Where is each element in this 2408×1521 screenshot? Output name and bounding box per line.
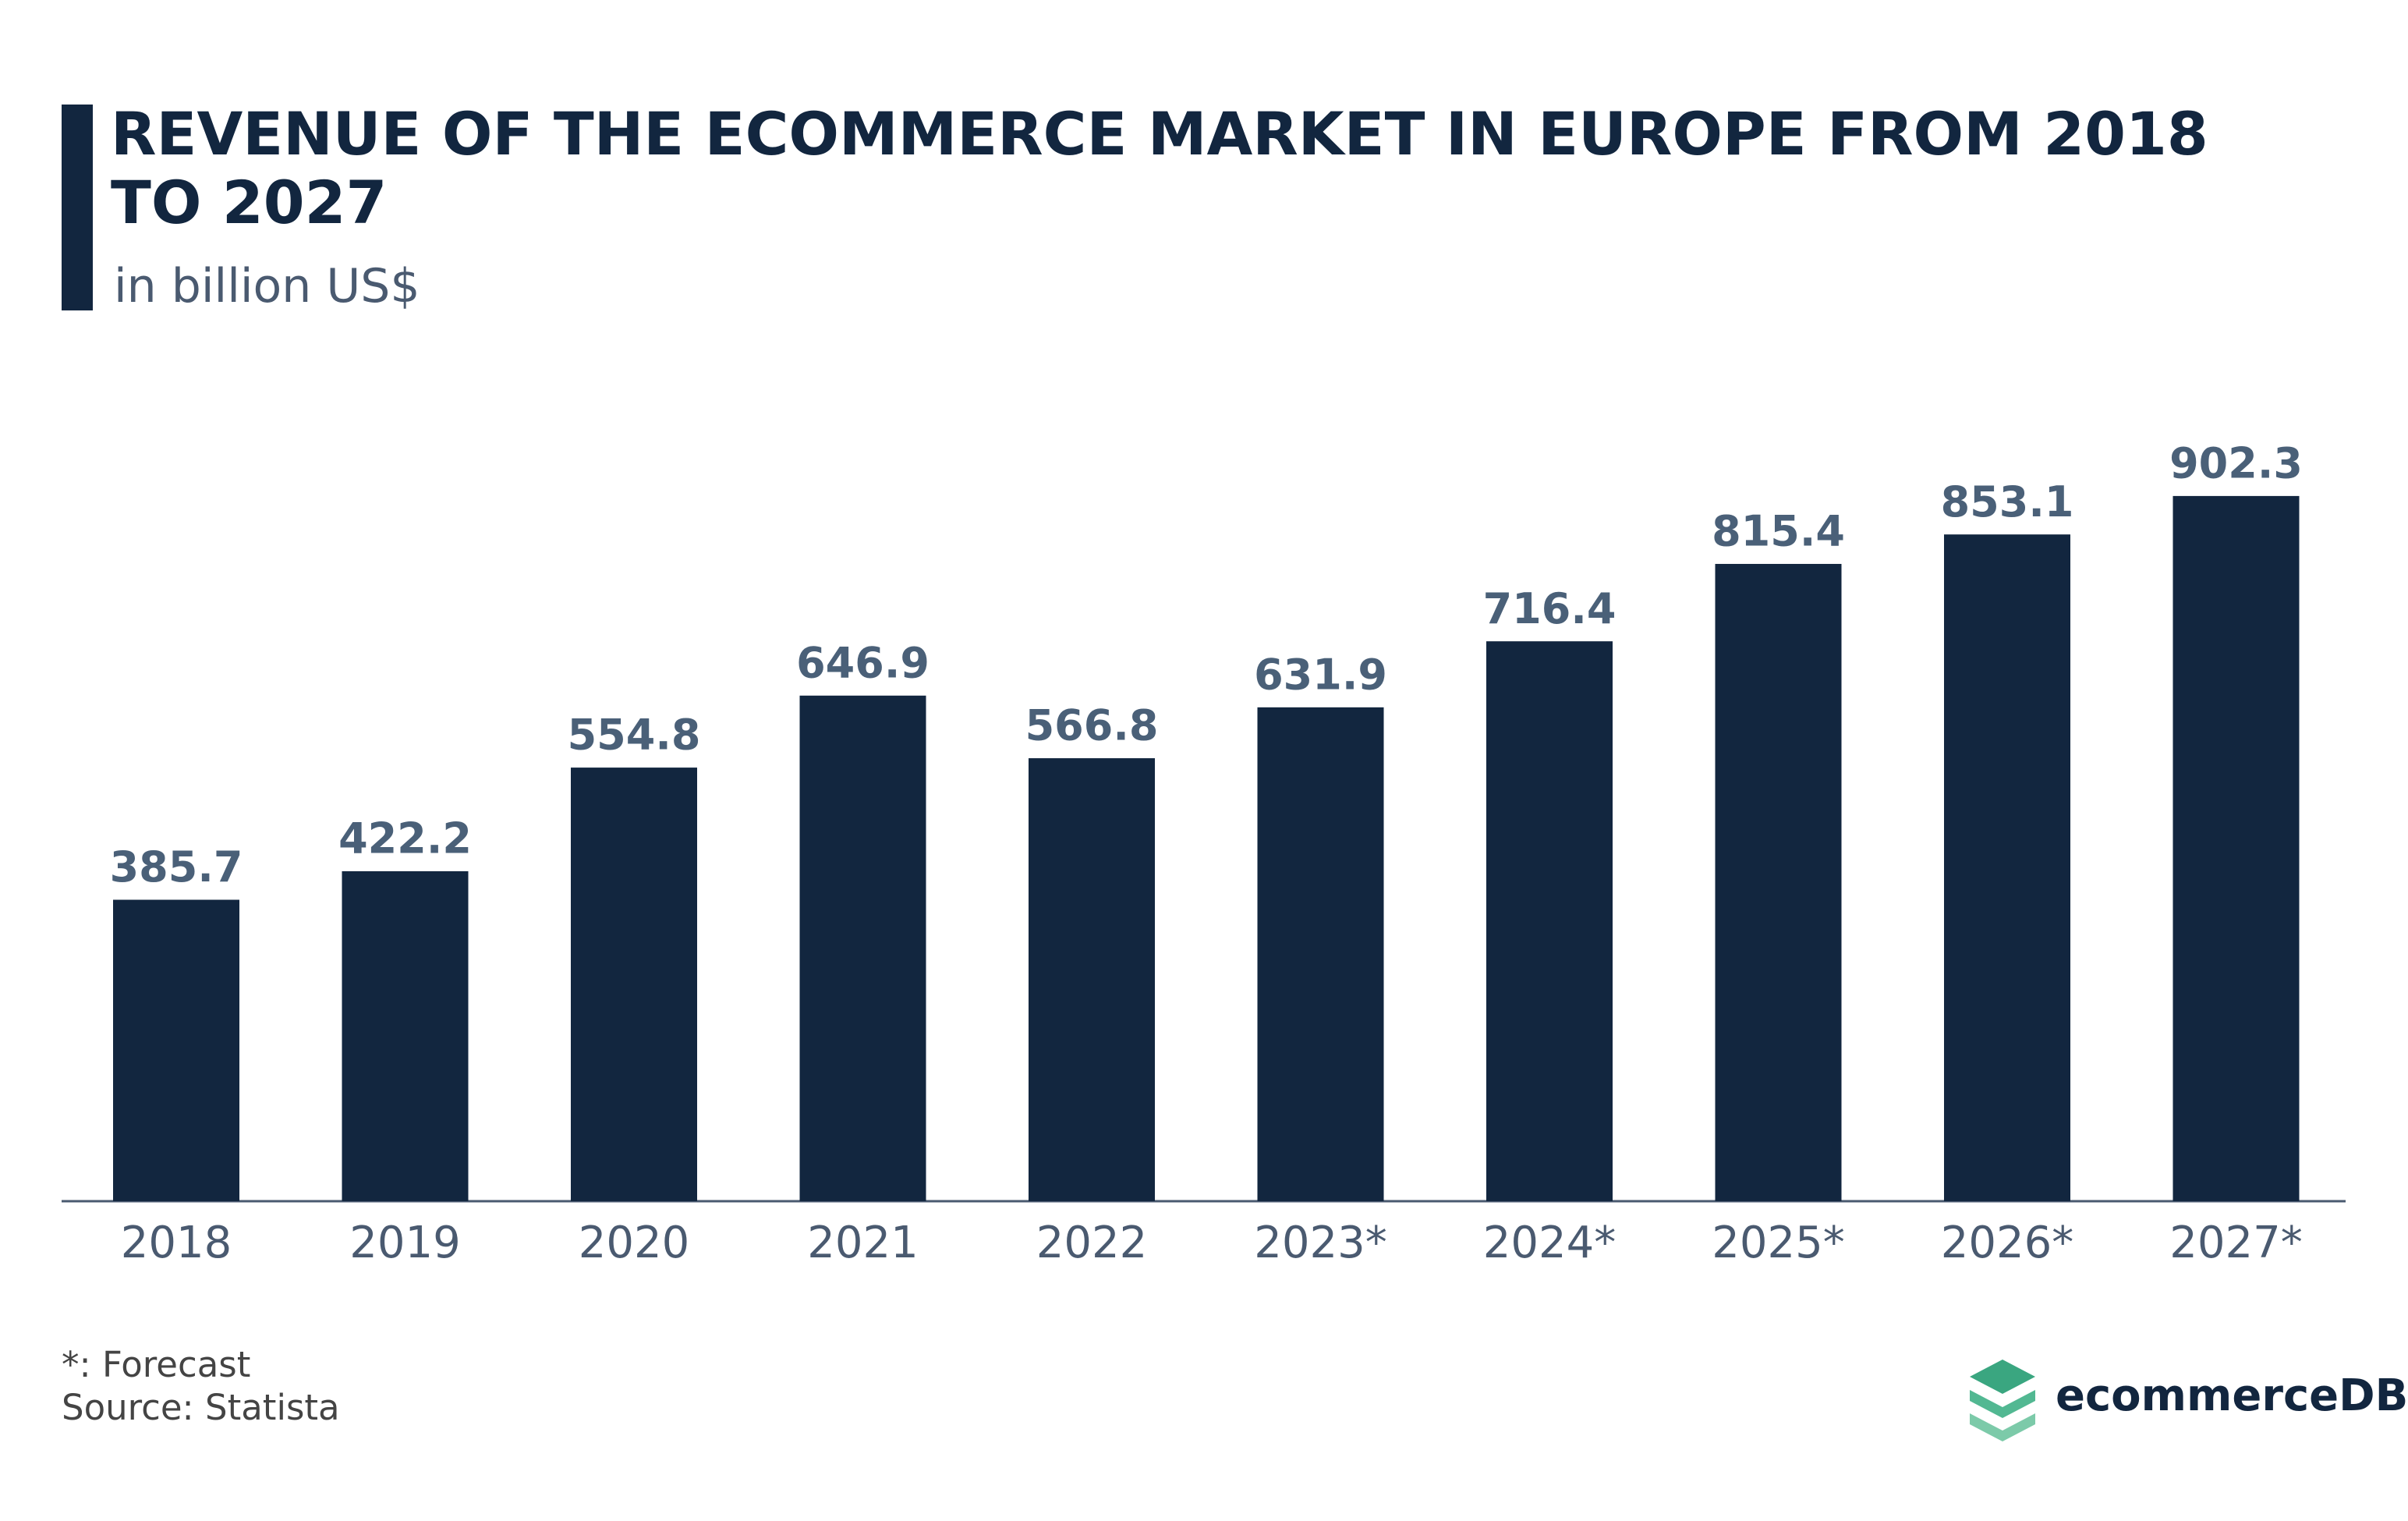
value-label: 716.4 [1483, 584, 1617, 633]
bar [2173, 495, 2300, 1201]
bar [1257, 707, 1384, 1201]
value-label: 646.9 [796, 638, 930, 687]
x-tick-label: 2021 [807, 1218, 919, 1268]
bar [113, 899, 239, 1201]
x-tick-label: 2024* [1483, 1218, 1617, 1268]
footnote: *: Forecast [62, 1344, 250, 1385]
logo-text: ecommerceDB [2056, 1370, 2408, 1421]
x-tick-label: 2018 [121, 1218, 232, 1268]
value-label: 566.8 [1025, 701, 1159, 750]
bar [1715, 563, 1842, 1201]
x-tick-label: 2026* [1941, 1218, 2074, 1268]
bar [342, 870, 469, 1201]
value-label: 422.2 [338, 814, 472, 863]
value-label: 902.3 [2169, 439, 2303, 488]
bar [1944, 534, 2070, 1201]
value-label: 554.8 [568, 711, 701, 760]
logo-icon [1970, 1360, 2035, 1441]
chart-subtitle: in billion US$ [114, 259, 420, 314]
bar [1486, 641, 1613, 1201]
chart-title: REVENUE OF THE ECOMMERCE MARKET IN EUROP… [111, 99, 2208, 237]
x-tick-label: 2027* [2169, 1218, 2303, 1268]
x-tick-label: 2020 [579, 1218, 690, 1268]
source: Source: Statista [62, 1387, 340, 1428]
bar [799, 695, 926, 1201]
value-label: 385.7 [110, 842, 243, 892]
x-tick-label: 2022 [1036, 1218, 1148, 1268]
title-accent [62, 105, 93, 310]
value-label: 631.9 [1254, 650, 1387, 699]
value-label: 815.4 [1712, 507, 1845, 556]
x-tick-label: 2025* [1712, 1218, 1845, 1268]
x-tick-label: 2023* [1254, 1218, 1387, 1268]
value-label: 853.1 [1941, 477, 2074, 526]
bar [571, 768, 697, 1201]
x-tick-label: 2019 [349, 1218, 461, 1268]
bar [1029, 758, 1155, 1201]
